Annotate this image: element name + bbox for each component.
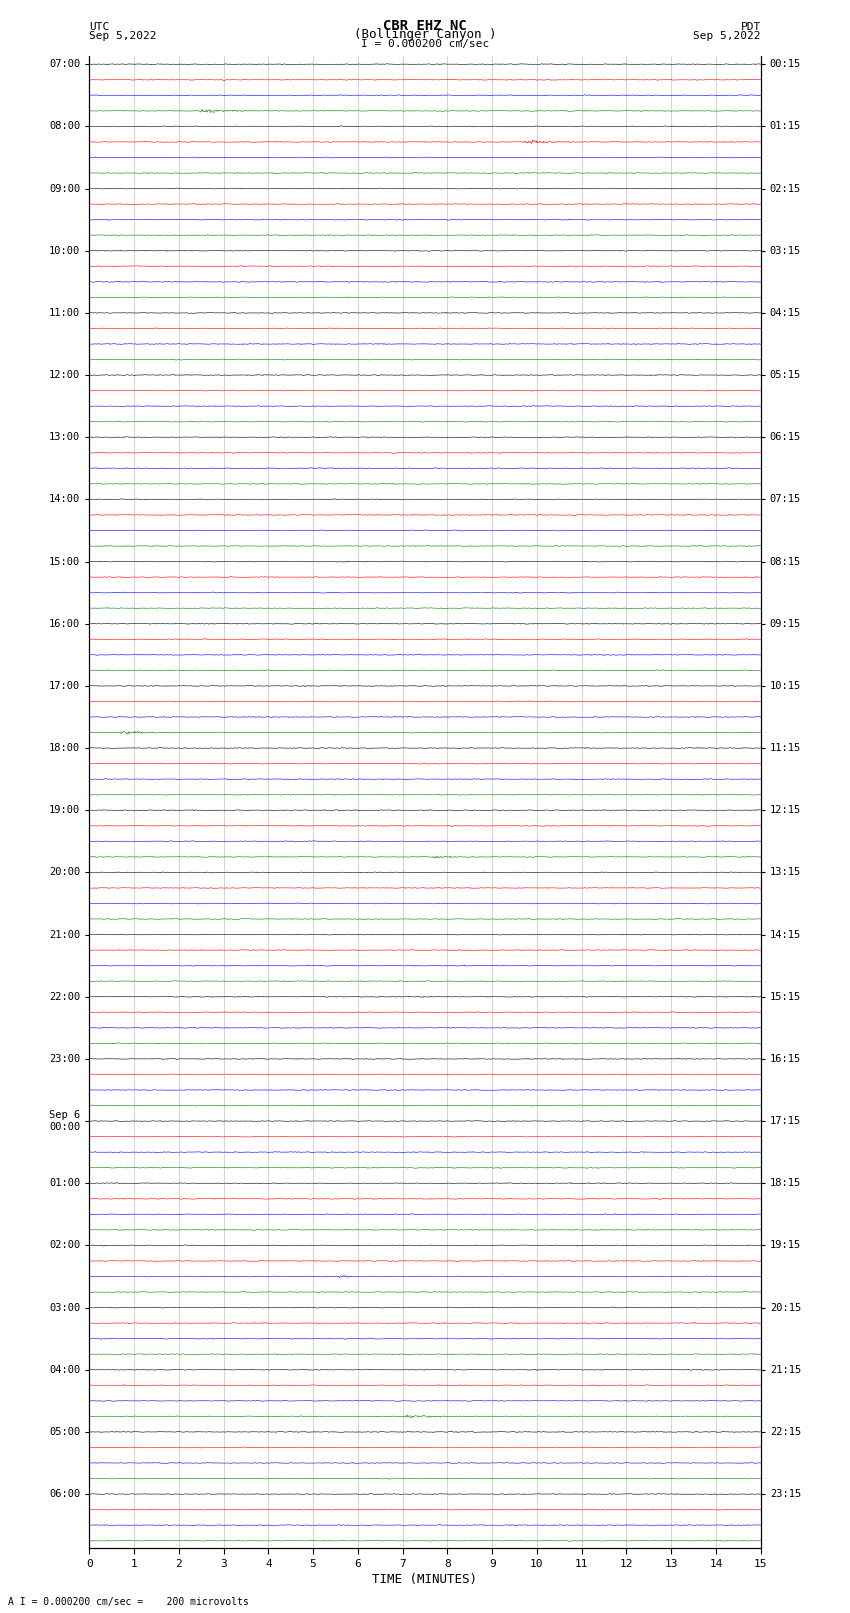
- Text: PDT: PDT: [740, 23, 761, 32]
- Text: (Bollinger Canyon ): (Bollinger Canyon ): [354, 27, 496, 40]
- Text: A I = 0.000200 cm/sec =    200 microvolts: A I = 0.000200 cm/sec = 200 microvolts: [8, 1597, 249, 1607]
- Text: Sep 5,2022: Sep 5,2022: [694, 31, 761, 40]
- X-axis label: TIME (MINUTES): TIME (MINUTES): [372, 1573, 478, 1586]
- Text: Sep 5,2022: Sep 5,2022: [89, 31, 156, 40]
- Text: CBR EHZ NC: CBR EHZ NC: [383, 19, 467, 32]
- Text: I = 0.000200 cm/sec: I = 0.000200 cm/sec: [361, 39, 489, 50]
- Text: UTC: UTC: [89, 23, 110, 32]
